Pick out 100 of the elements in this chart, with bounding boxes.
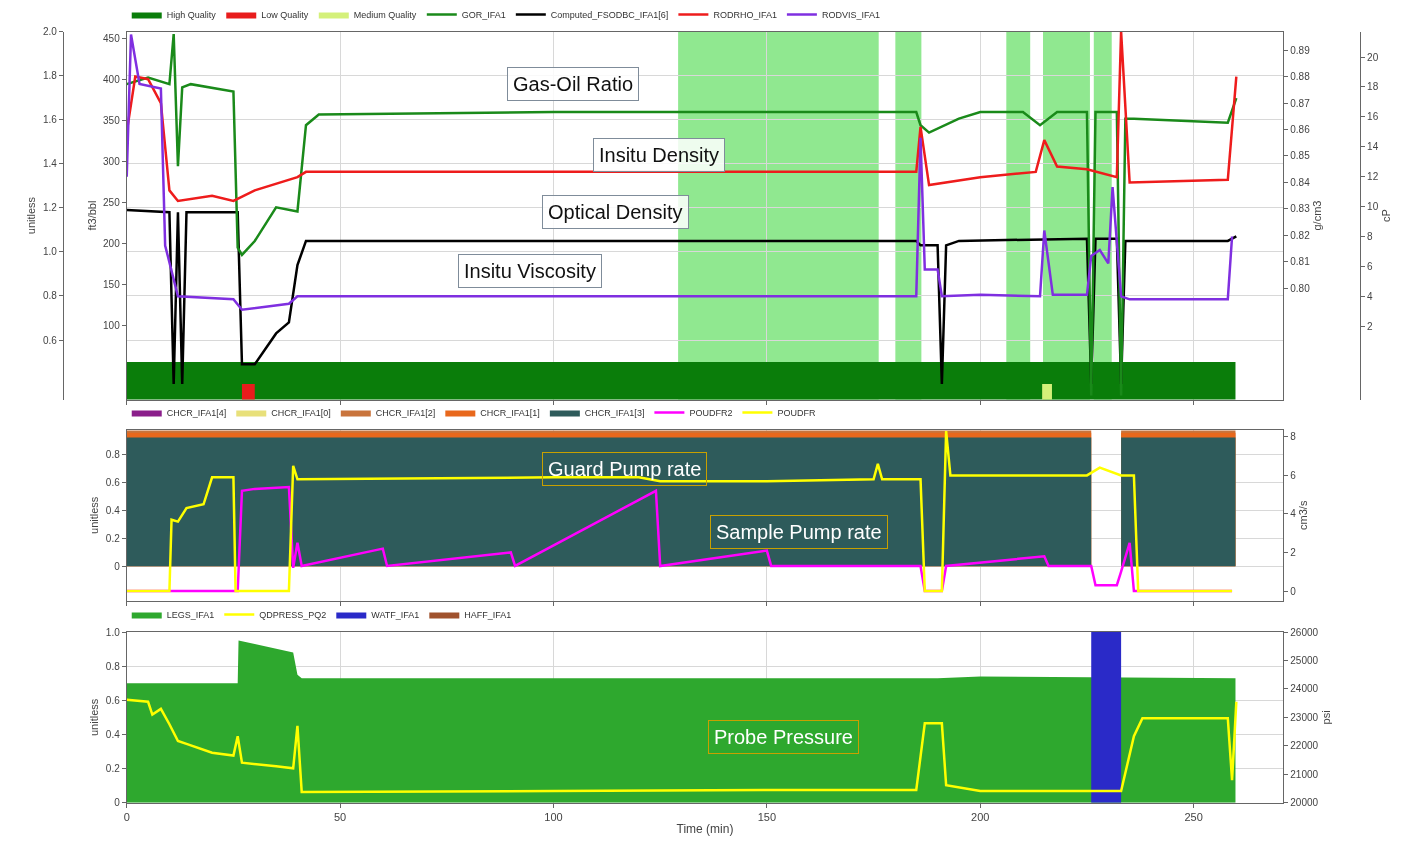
y-axis-title: unitless <box>88 698 101 737</box>
y2-tick-label: 2 <box>1290 546 1297 558</box>
y2-tick-label: 4 <box>1367 290 1374 302</box>
y2-tick-label: 21000 <box>1290 768 1319 780</box>
x-tick-label: 250 <box>1184 810 1203 823</box>
x-tick-label: 100 <box>544 810 563 823</box>
legend-label: Computed_FSODBC_IFA1[6] <box>550 10 669 21</box>
y-tick-label: 1.0 <box>105 626 121 638</box>
legend-label: CHCR_IFA1[3] <box>584 407 645 418</box>
y-tick-label: 1.0 <box>42 246 58 258</box>
legend-label: POUDFR <box>777 407 816 418</box>
y-axis-title: g/cm3 <box>1311 200 1324 231</box>
legend-label: Medium Quality <box>353 10 417 21</box>
y2-tick-label: 18 <box>1367 81 1379 93</box>
legend-label: QDPRESS_PQ2 <box>259 610 327 621</box>
y2-tick-label: 400 <box>103 73 121 85</box>
y-tick-label: 0.81 <box>1290 256 1311 268</box>
y-tick-label: 0.88 <box>1290 71 1311 83</box>
x-tick-label: 0 <box>123 810 130 823</box>
y-tick-label: 0 <box>114 797 121 809</box>
y2-tick-label: 6 <box>1367 260 1374 272</box>
legend-label: CHCR_IFA1[0] <box>271 407 331 418</box>
annotation: Probe Pressure <box>714 726 853 748</box>
y-tick-label: 0.4 <box>105 504 121 516</box>
y2-tick-label: 23000 <box>1290 711 1319 723</box>
legend-label: RODVIS_IFA1 <box>821 10 880 21</box>
y2-tick-label: 8 <box>1367 230 1374 242</box>
annotation: Insitu Density <box>599 144 720 166</box>
legend-label: WATF_IFA1 <box>371 610 420 621</box>
annotation: Guard Pump rate <box>548 458 702 480</box>
y2-tick-label: 2 <box>1367 320 1374 332</box>
y-axis-title: unitless <box>24 196 37 235</box>
y-tick-label: 2.0 <box>42 26 58 38</box>
y2-axis-title: ft3/bbl <box>85 200 98 231</box>
y2-tick-label: 26000 <box>1290 626 1319 638</box>
legend-label: High Quality <box>166 10 217 21</box>
y-tick-label: 0.4 <box>105 728 121 740</box>
y-tick-label: 0 <box>114 560 121 572</box>
y2-tick-label: 300 <box>103 155 121 167</box>
y2-tick-label: 22000 <box>1290 740 1319 752</box>
y-tick-label: 0.87 <box>1290 97 1311 109</box>
y-tick-label: 1.4 <box>42 158 58 170</box>
y2-tick-label: 200 <box>103 237 121 249</box>
y2-axis-title: psi <box>1319 710 1332 725</box>
x-tick-label: 200 <box>971 810 990 823</box>
y-tick-label: 0.2 <box>105 763 121 775</box>
legend-label: CHCR_IFA1[2] <box>375 407 436 418</box>
y-tick-label: 0.2 <box>105 532 121 544</box>
y-tick-label: 1.6 <box>42 114 58 126</box>
y2-tick-label: 150 <box>103 279 121 291</box>
legend-label: POUDFR2 <box>689 407 733 418</box>
y2-tick-label: 8 <box>1290 431 1297 443</box>
y2-tick-label: 24000 <box>1290 683 1319 695</box>
annotation: Optical Density <box>548 201 683 223</box>
y-tick-label: 0.8 <box>105 660 121 672</box>
y2-tick-label: 12 <box>1367 171 1379 183</box>
annotation: Insitu Viscosity <box>464 260 596 282</box>
legend-label: CHCR_IFA1[4] <box>166 407 227 418</box>
y-tick-label: 0.6 <box>105 694 121 706</box>
annotation: Sample Pump rate <box>716 521 882 543</box>
y2-axis-title: cP <box>1379 209 1392 222</box>
line-series <box>126 429 1234 593</box>
line-series <box>126 698 1238 794</box>
y2-tick-label: 350 <box>103 114 121 126</box>
y2-tick-label: 6 <box>1290 469 1297 481</box>
legend-label: Low Quality <box>261 10 309 21</box>
legend-label: HAFF_IFA1 <box>464 610 512 621</box>
y-tick-label: 0.84 <box>1290 176 1311 188</box>
y-tick-label: 0.80 <box>1290 282 1311 294</box>
y2-tick-label: 100 <box>103 320 121 332</box>
line-series <box>126 32 1238 397</box>
y2-tick-label: 25000 <box>1290 654 1319 666</box>
legend-label: GOR_IFA1 <box>461 10 506 21</box>
x-tick-label: 150 <box>757 810 777 823</box>
legend-label: LEGS_IFA1 <box>166 610 215 621</box>
y-tick-label: 0.8 <box>42 290 58 302</box>
y-tick-label: 0.83 <box>1290 203 1311 215</box>
y-tick-label: 0.86 <box>1290 124 1311 136</box>
y-tick-label: 0.82 <box>1290 229 1311 241</box>
x-tick-label: 50 <box>333 810 347 823</box>
line-series <box>126 33 1234 312</box>
x-axis-title: Time (min) <box>676 821 734 836</box>
y-axis-title: unitless <box>88 496 101 534</box>
y2-tick-label: 250 <box>103 196 121 208</box>
y-tick-label: 1.8 <box>42 70 58 82</box>
y-tick-label: 1.2 <box>42 202 58 214</box>
y2-axis-title: cm3/s <box>1297 500 1310 530</box>
y2-tick-label: 20000 <box>1290 797 1319 809</box>
y-tick-label: 0.6 <box>105 476 121 488</box>
y2-tick-label: 14 <box>1367 141 1379 153</box>
y-tick-label: 0.89 <box>1290 44 1311 56</box>
legend-label: CHCR_IFA1[1] <box>480 407 540 418</box>
y2-tick-label: 4 <box>1290 508 1297 520</box>
y2-tick-label: 16 <box>1367 111 1379 123</box>
legend-label: RODRHO_IFA1 <box>713 10 777 21</box>
y-tick-label: 0.8 <box>105 448 121 460</box>
y-tick-label: 0.6 <box>42 334 58 346</box>
y2-tick-label: 450 <box>103 32 121 44</box>
y2-tick-label: 20 <box>1367 51 1379 63</box>
y-tick-label: 0.85 <box>1290 150 1311 162</box>
